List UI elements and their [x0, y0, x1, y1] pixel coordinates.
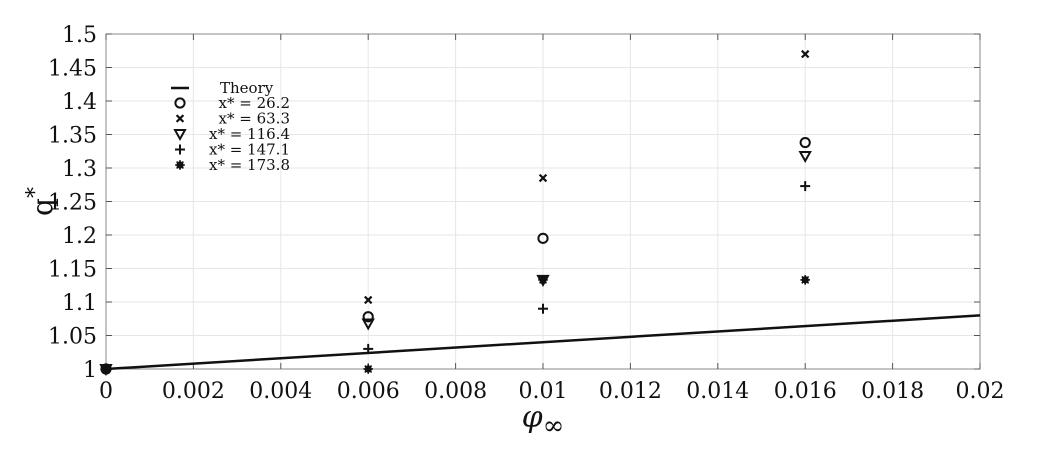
legend-theory-label: Theory — [220, 79, 274, 97]
y-tick-label: 1.15 — [48, 258, 97, 283]
y-tick-label: 1.2 — [62, 224, 97, 249]
legend-label: x* = 147.1 — [209, 141, 290, 159]
data-point-circle — [362, 311, 374, 323]
data-point-plus — [538, 303, 548, 314]
x-tick-label: 0.008 — [424, 379, 487, 404]
legend-entry: x* = 63.3 — [175, 110, 290, 128]
y-axis-label-main: q — [26, 198, 59, 216]
data-point-circle — [537, 232, 549, 244]
data-point-star — [101, 364, 111, 374]
y-axis-label-sup: * — [23, 187, 48, 198]
y-axis-label: q* — [23, 187, 59, 216]
x-tick-label: 0.014 — [686, 379, 749, 404]
data-point-triangle-down — [361, 318, 375, 331]
theory-line — [105, 314, 981, 371]
x-axis-label-sub: ∞ — [543, 411, 565, 441]
x-tick-label: 0 — [99, 379, 113, 404]
x-tick-label: 0.01 — [519, 379, 568, 404]
x-tick-label: 0.002 — [162, 379, 225, 404]
legend: Theory x* = 26.2x* = 63.3x* = 116.4x* = … — [171, 79, 290, 174]
y-tick-label: 1.1 — [62, 291, 97, 316]
y-tick-label: 1.35 — [48, 124, 97, 149]
x-tick-label: 0.018 — [861, 379, 924, 404]
legend-series-entries: x* = 26.2x* = 63.3x* = 116.4x* = 147.1x*… — [173, 94, 290, 174]
legend-marker-x — [175, 114, 185, 123]
legend-marker-triangle-down — [173, 129, 187, 142]
data-markers — [99, 49, 812, 377]
x-axis-label: φ∞ — [522, 400, 565, 441]
data-point-x — [801, 49, 810, 59]
data-point-x — [538, 173, 548, 183]
tick-marks — [105, 33, 981, 370]
legend-entry: x* = 116.4 — [173, 125, 290, 143]
legend-label: x* = 26.2 — [219, 94, 290, 112]
y-tick-label: 1.5 — [62, 23, 97, 48]
data-point-triangle-down — [798, 150, 812, 163]
data-point-x — [364, 295, 373, 305]
data-point-plus — [363, 343, 374, 354]
x-tick-label: 0.016 — [774, 379, 837, 404]
legend-label: x* = 173.8 — [209, 156, 290, 174]
legend-entry: x* = 26.2 — [174, 94, 290, 112]
theory-line-group — [105, 314, 981, 371]
data-point-star — [538, 275, 548, 285]
y-tick-label: 1.4 — [62, 90, 97, 115]
y-tick-label: 1.45 — [48, 57, 97, 82]
data-point-star — [363, 364, 373, 374]
x-tick-label: 0.02 — [956, 379, 1005, 404]
x-axis-label-main: φ — [522, 400, 543, 435]
y-tick-labels: 1 1.05 1.1 1.15 1.2 1.25 1.3 1.35 1.4 1.45 1.5 — [48, 23, 97, 383]
y-tick-label: 1 — [83, 358, 97, 383]
legend-entry: x* = 147.1 — [175, 141, 290, 159]
x-tick-label: 0.006 — [337, 379, 400, 404]
legend-marker-circle — [174, 97, 186, 109]
legend-label: x* = 116.4 — [209, 125, 290, 143]
legend-marker-plus — [175, 144, 185, 155]
y-tick-label: 1.3 — [62, 157, 97, 182]
x-tick-labels: 0 0.002 0.004 0.006 0.008 0.01 0.012 0.014 0.016… — [99, 379, 1004, 404]
data-point-star — [800, 275, 810, 285]
legend-marker-star — [175, 160, 185, 170]
x-tick-label: 0.012 — [599, 379, 662, 404]
data-point-circle — [799, 136, 811, 149]
y-tick-label: 1.25 — [48, 191, 97, 216]
x-tick-label: 0.004 — [249, 379, 312, 404]
data-point-plus — [800, 181, 811, 192]
legend-entry: x* = 173.8 — [175, 156, 290, 174]
legend-label: x* = 63.3 — [219, 110, 290, 128]
y-tick-label: 1.05 — [48, 325, 97, 350]
legend-entry-theory: Theory — [171, 79, 274, 97]
